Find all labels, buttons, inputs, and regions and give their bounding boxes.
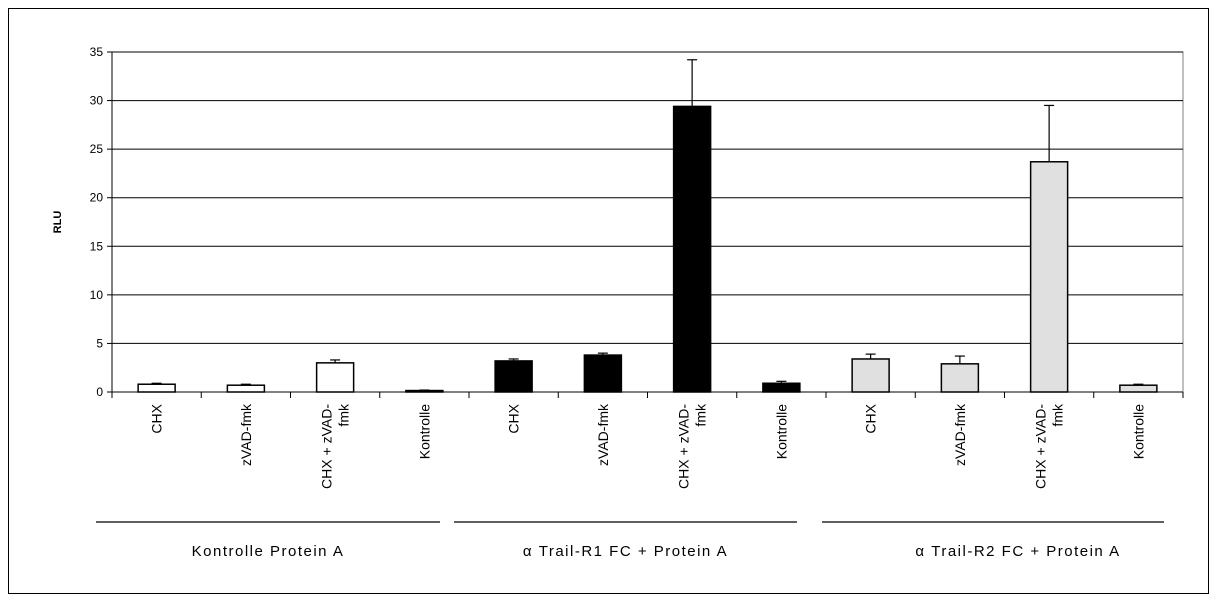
bar (762, 382, 801, 393)
y-tick-label: 30 (90, 94, 104, 108)
category-label: Kontrolle (1130, 404, 1146, 459)
bar (405, 389, 444, 393)
category-label: CHX (149, 403, 165, 433)
category-label: fmk (336, 403, 352, 427)
category-label: zVAD-fmk (238, 403, 254, 466)
category-label: fmk (693, 403, 709, 427)
bar (1119, 384, 1158, 393)
y-tick-label: 15 (90, 239, 104, 253)
y-axis-label: RLU (52, 211, 64, 234)
bar (672, 105, 712, 393)
y-tick-label: 25 (90, 142, 104, 156)
bar (315, 362, 355, 393)
y-tick-label: 10 (90, 288, 104, 302)
category-label: fmk (1050, 403, 1066, 427)
category-label: zVAD-fmk (595, 403, 611, 466)
bar (137, 383, 176, 393)
bar (940, 363, 980, 393)
y-tick-label: 20 (90, 191, 104, 205)
plot-area (111, 51, 1184, 393)
y-tick-label: 0 (96, 385, 103, 399)
category-label: CHX + zVAD- (1033, 404, 1049, 489)
group-label: α Trail-R1 FC + Protein A (523, 543, 728, 560)
chart-frame (8, 8, 1209, 594)
category-label: CHX (506, 403, 522, 433)
category-label: CHX + zVAD- (676, 404, 692, 489)
bar (494, 360, 533, 393)
category-label: Kontrolle (416, 404, 432, 459)
group-label: α Trail-R2 FC + Protein A (915, 543, 1120, 560)
category-label: Kontrolle (773, 404, 789, 459)
y-tick-label: 35 (90, 45, 104, 59)
group-label: Kontrolle Protein A (192, 543, 345, 560)
category-label: CHX (863, 403, 879, 433)
bar (583, 354, 623, 393)
category-label: zVAD-fmk (952, 403, 968, 466)
bar (1029, 161, 1069, 393)
category-label: CHX + zVAD- (319, 404, 335, 489)
y-tick-label: 5 (96, 336, 103, 350)
bar (226, 384, 266, 393)
bar (851, 358, 890, 393)
